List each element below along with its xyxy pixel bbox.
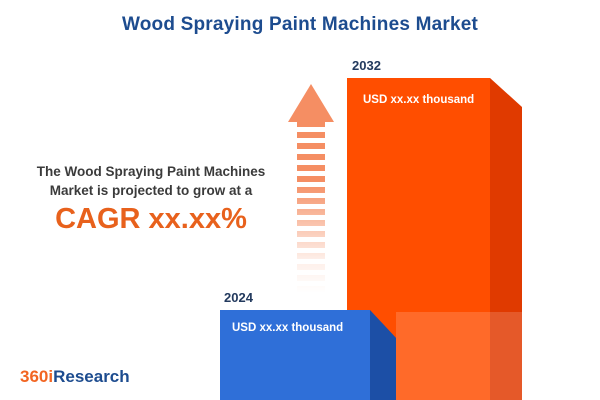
growth-arrow-shaft-icon — [297, 121, 325, 293]
bar-2024 — [220, 310, 370, 400]
page-title: Wood Spraying Paint Machines Market — [121, 14, 479, 35]
bar-2032-light-overlay — [396, 312, 522, 400]
bar-2032-value-label: USD xx.xx thousand — [363, 94, 475, 106]
bar-2024-value-label: USD xx.xx thousand — [232, 322, 344, 334]
bar-2032-year-label: 2032 — [352, 58, 381, 73]
growth-description-line1: The Wood Spraying Paint Machines — [36, 164, 266, 179]
growth-arrow-head-icon — [288, 84, 334, 122]
growth-description-line2: Market is projected to grow at a — [49, 182, 253, 198]
bar-2032-side-face — [490, 78, 522, 400]
brand-logo-prefix: 360i — [20, 367, 54, 386]
brand-logo: 360iResearch — [20, 367, 130, 387]
growth-description: The Wood Spraying Paint Machines Market … — [10, 163, 292, 201]
cagr-value: CAGR xx.xx% — [55, 203, 247, 235]
brand-logo-suffix: Research — [53, 367, 130, 386]
bar-2024-year-label: 2024 — [224, 290, 253, 305]
